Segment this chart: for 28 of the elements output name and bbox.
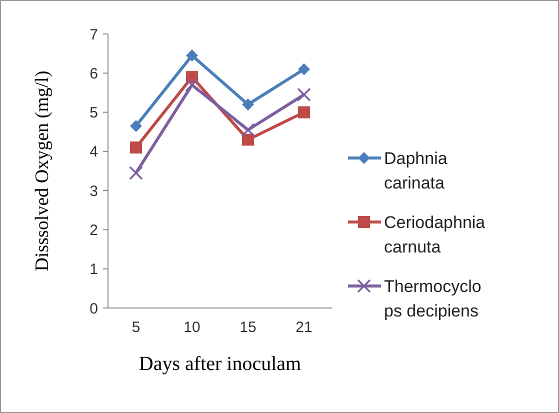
x-tick-label: 5 — [132, 319, 140, 336]
point — [298, 106, 310, 118]
point — [186, 50, 198, 62]
y-tick-label: 5 — [90, 104, 98, 122]
point — [241, 123, 255, 137]
y-tick-label: 6 — [90, 65, 98, 82]
legend-label: Daphnia carinata — [384, 148, 448, 193]
x-tick-label: 10 — [184, 319, 200, 336]
legend-label: Ceriodaphnia carnuta — [384, 212, 486, 257]
y-tick-label: 3 — [90, 182, 98, 200]
point — [242, 134, 254, 146]
point — [242, 98, 254, 110]
point — [185, 78, 199, 92]
y-axis-title: Disssolved Oxygen (mg/l) — [32, 70, 53, 272]
point — [130, 142, 142, 154]
point — [297, 88, 311, 102]
x-axis-title: Days after inoculam — [138, 353, 302, 375]
y-tick-label: 2 — [90, 222, 98, 239]
legend-label: Thermocyclops decipiens — [384, 276, 482, 321]
y-tick-label: 7 — [90, 26, 98, 44]
point — [130, 120, 142, 132]
point — [298, 63, 310, 76]
y-tick-label: 0 — [90, 300, 98, 318]
x-tick-label: 21 — [296, 319, 312, 336]
y-tick-label: 1 — [90, 261, 98, 278]
x-tick-label: 15 — [240, 319, 256, 336]
y-tick-label: 4 — [90, 144, 98, 161]
point — [129, 166, 143, 180]
